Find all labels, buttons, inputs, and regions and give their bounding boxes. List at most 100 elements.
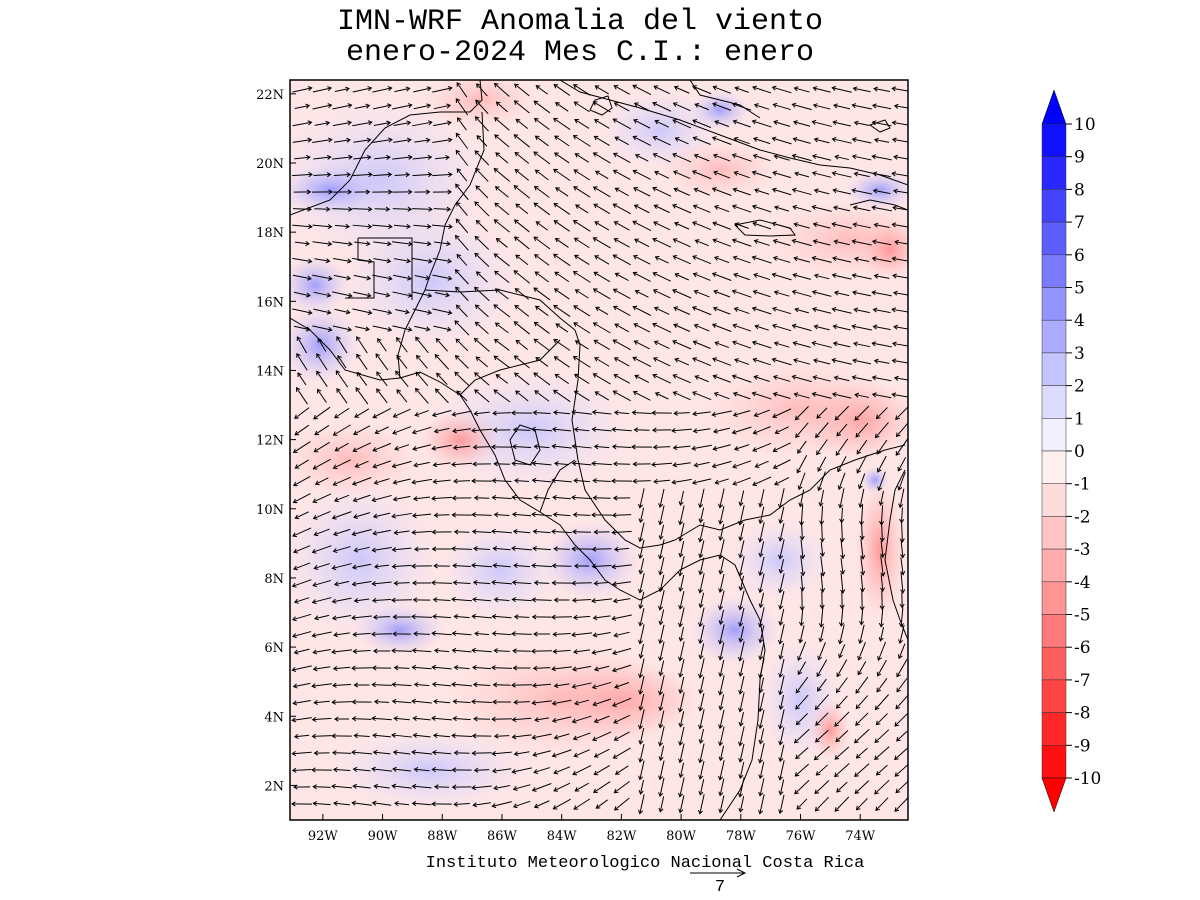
wind-vector bbox=[771, 221, 792, 230]
wind-vector bbox=[592, 322, 611, 334]
wind-vector bbox=[471, 733, 492, 739]
wind-vector bbox=[732, 410, 751, 418]
wind-vector bbox=[492, 545, 511, 552]
wind-vector bbox=[531, 597, 552, 603]
wind-vector bbox=[835, 438, 849, 456]
wind-vector bbox=[612, 152, 631, 163]
wind-vector bbox=[572, 732, 591, 741]
wind-vector bbox=[638, 591, 645, 610]
wind-vector bbox=[332, 206, 353, 212]
wind-vector bbox=[812, 239, 831, 246]
wind-vector bbox=[354, 189, 371, 195]
colorbar-label: -6 bbox=[1074, 638, 1091, 658]
wind-vector bbox=[471, 785, 492, 791]
wind-vector bbox=[594, 221, 610, 231]
wind-vector bbox=[738, 523, 745, 542]
wind-vector bbox=[856, 454, 868, 474]
wind-vector bbox=[412, 154, 433, 160]
wind-vector bbox=[834, 796, 850, 812]
wind-vector bbox=[591, 563, 612, 569]
wind-vector bbox=[811, 391, 832, 399]
wind-vector bbox=[395, 308, 410, 315]
wind-vector bbox=[531, 563, 552, 569]
wind-vector bbox=[513, 614, 530, 620]
wind-vector bbox=[312, 579, 331, 588]
wind-vector bbox=[771, 357, 792, 366]
wind-vector bbox=[371, 581, 392, 587]
wind-vector bbox=[751, 306, 772, 315]
wind-vector bbox=[474, 201, 490, 217]
wind-vector bbox=[591, 409, 612, 415]
wind-vector bbox=[811, 340, 832, 348]
wind-vector bbox=[554, 373, 569, 385]
wind-vector bbox=[535, 357, 549, 367]
wind-vector bbox=[415, 336, 429, 354]
wind-vector bbox=[571, 715, 592, 724]
wind-vector bbox=[638, 608, 645, 627]
wind-vector bbox=[411, 529, 432, 536]
wind-vector bbox=[718, 795, 725, 814]
wind-vector bbox=[531, 426, 552, 433]
wind-vector bbox=[753, 239, 770, 246]
wind-vector bbox=[292, 493, 311, 504]
wind-vector bbox=[471, 478, 492, 484]
wind-vector bbox=[434, 155, 450, 161]
wind-vector bbox=[414, 189, 431, 195]
wind-vector bbox=[611, 529, 632, 535]
wind-vector bbox=[733, 136, 750, 145]
wind-vector bbox=[454, 354, 469, 369]
wind-vector bbox=[292, 441, 311, 453]
wind-vector bbox=[634, 374, 650, 383]
wind-vector bbox=[855, 797, 868, 811]
wind-vector bbox=[731, 204, 752, 213]
wind-vector bbox=[455, 286, 469, 302]
wind-vector bbox=[896, 730, 908, 742]
wind-vector bbox=[531, 460, 552, 466]
wind-vector bbox=[711, 136, 732, 145]
wind-vector bbox=[371, 682, 392, 688]
wind-vector bbox=[672, 391, 691, 401]
wind-vector bbox=[633, 427, 650, 433]
wind-vector bbox=[833, 290, 850, 297]
wind-vector bbox=[312, 784, 331, 790]
lon-tick-label: 92W bbox=[308, 829, 339, 844]
wind-vector bbox=[851, 375, 872, 382]
wind-vector bbox=[313, 308, 332, 315]
wind-vector bbox=[652, 289, 671, 299]
wind-vector bbox=[891, 120, 908, 126]
wind-vector bbox=[771, 187, 792, 196]
wind-vector bbox=[513, 270, 531, 284]
wind-vector bbox=[294, 511, 309, 520]
wind-vector bbox=[638, 539, 645, 560]
wind-vector bbox=[800, 539, 806, 560]
wind-vector bbox=[311, 631, 332, 638]
wind-vector bbox=[851, 103, 872, 110]
wind-vector bbox=[532, 410, 551, 416]
wind-vector bbox=[511, 767, 532, 774]
wind-vector bbox=[432, 308, 453, 315]
wind-vector bbox=[294, 103, 311, 109]
wind-vector bbox=[671, 428, 692, 434]
wind-vector bbox=[591, 512, 612, 518]
wind-vector bbox=[392, 631, 411, 637]
wind-vector bbox=[858, 488, 865, 509]
wind-vector bbox=[411, 664, 432, 671]
wind-vector bbox=[573, 186, 591, 198]
wind-vector bbox=[698, 693, 705, 712]
wind-vector bbox=[758, 541, 765, 558]
wind-vector bbox=[678, 607, 685, 628]
wind-vector bbox=[672, 102, 691, 112]
wind-vector bbox=[672, 255, 691, 265]
wind-vector bbox=[336, 336, 348, 354]
wind-vector bbox=[475, 356, 489, 368]
wind-vector bbox=[898, 488, 905, 509]
wind-vector bbox=[718, 726, 725, 747]
wind-vector bbox=[354, 460, 369, 468]
wind-vector bbox=[572, 356, 591, 368]
wind-vector bbox=[515, 203, 529, 215]
wind-vector bbox=[594, 357, 610, 367]
wind-vector bbox=[638, 573, 645, 594]
wind-vector bbox=[678, 490, 685, 506]
wind-vector bbox=[471, 613, 492, 619]
wind-vector bbox=[860, 539, 866, 560]
